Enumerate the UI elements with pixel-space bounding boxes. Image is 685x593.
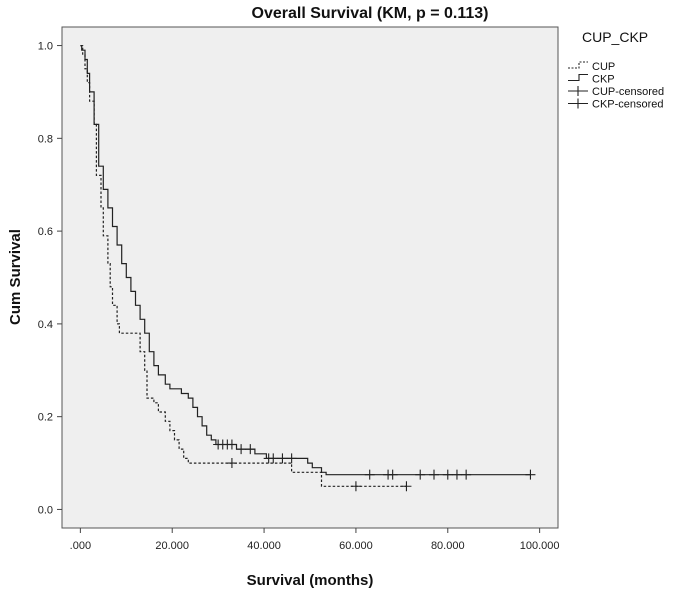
legend-label: CKP bbox=[592, 74, 615, 86]
censor-layer bbox=[213, 439, 536, 492]
ckp-censor-mark bbox=[226, 439, 237, 450]
legend-label: CUP bbox=[592, 61, 615, 73]
ckp-censor-mark bbox=[429, 469, 439, 480]
x-axis-label: Survival (months) bbox=[247, 572, 374, 589]
legend-symbol-cup bbox=[568, 61, 588, 69]
ckp-censor-mark bbox=[442, 469, 453, 480]
ckp-censor-mark bbox=[268, 453, 279, 464]
legend-title: CUP_CKP bbox=[582, 29, 648, 45]
x-tick-label: 20.000 bbox=[155, 540, 189, 552]
cup-censor-mark bbox=[226, 458, 237, 469]
y-tick-label: 0.4 bbox=[38, 319, 53, 331]
ckp-censor-mark bbox=[245, 444, 256, 455]
y-tick-label: 0.6 bbox=[38, 226, 53, 238]
legend-symbol-ckp-censored bbox=[568, 98, 588, 109]
legend-label: CUP-censored bbox=[592, 86, 664, 98]
ckp-censor-mark bbox=[277, 453, 288, 464]
ckp-censor-mark bbox=[525, 469, 536, 480]
legend-label: CKP-censored bbox=[592, 99, 664, 111]
x-axis-ticks: .000 20.000 40.000 60.000 80.000 100.000 bbox=[70, 528, 560, 552]
cup-censor-mark bbox=[350, 481, 361, 492]
y-axis-ticks: 0.0 0.2 0.4 0.6 0.8 1.0 bbox=[38, 41, 62, 516]
legend-symbol-ckp bbox=[568, 73, 588, 82]
cup-censor-mark bbox=[401, 481, 412, 492]
x-tick-label: 80.000 bbox=[431, 540, 465, 552]
ckp-censor-mark bbox=[451, 469, 462, 480]
ckp-censor-mark bbox=[286, 453, 297, 464]
x-tick-label: 60.000 bbox=[339, 540, 373, 552]
legend-symbol-cup-censored bbox=[568, 86, 588, 96]
y-tick-label: 0.0 bbox=[38, 504, 53, 516]
x-tick-label: 100.000 bbox=[520, 540, 560, 552]
ckp-censor-mark bbox=[387, 469, 398, 480]
plot-area bbox=[61, 26, 559, 529]
y-axis-label: Cum Survival bbox=[7, 229, 24, 325]
y-tick-label: 0.8 bbox=[38, 133, 53, 145]
y-tick-label: 1.0 bbox=[38, 41, 53, 53]
y-tick-label: 0.2 bbox=[38, 412, 53, 424]
x-tick-label: .000 bbox=[70, 540, 91, 552]
ckp-censor-mark bbox=[461, 469, 472, 480]
chart-title: Overall Survival (KM, p = 0.113) bbox=[252, 5, 489, 22]
ckp-censor-mark bbox=[415, 469, 426, 480]
ckp-censor-mark bbox=[364, 469, 375, 480]
x-tick-label: 40.000 bbox=[247, 540, 281, 552]
ckp-censor-mark bbox=[236, 444, 247, 455]
